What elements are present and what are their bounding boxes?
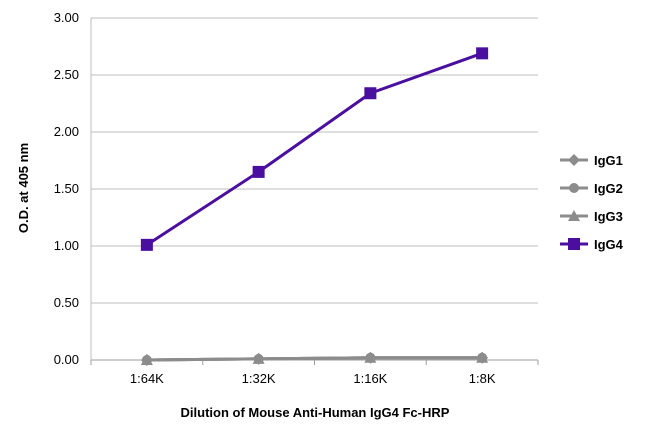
legend-item: IgG1 [560,153,623,168]
legend-label: IgG3 [594,209,623,224]
y-tick-label: 1.50 [54,181,79,196]
legend-item: IgG3 [560,209,623,224]
gridlines [91,17,538,304]
x-tick-label: 1:64K [130,371,164,386]
series-line [146,51,483,247]
data-point [140,354,153,365]
legend-item: IgG4 [560,237,624,252]
legend-label: IgG4 [594,237,624,252]
legend-label: IgG1 [594,153,623,168]
legend-marker [568,210,580,221]
data-point [364,87,377,100]
data-point [252,165,265,178]
x-tick-label: 1:32K [242,371,276,386]
x-tick-label: 1:8K [469,371,496,386]
x-axis-title: Dilution of Mouse Anti-Human IgG4 Fc-HRP [181,405,450,420]
data-point [140,238,153,251]
y-tick-label: 2.50 [54,67,79,82]
legend: IgG1 IgG2 IgG3 IgG4 [560,153,624,252]
x-tick-labels: 1:64K 1:32K 1:16K 1:8K [130,371,496,386]
legend-marker [568,154,580,166]
y-tick-labels: 0.00 0.50 1.00 1.50 2.00 2.50 3.00 [54,10,79,367]
data-point [252,352,265,364]
axes [90,18,539,365]
legend-label: IgG2 [594,181,623,196]
series-igg3 [140,351,489,365]
y-axis-title: O.D. at 405 nm [16,143,31,233]
series-line [146,356,483,362]
y-tick-label: 0.00 [54,352,79,367]
data-point [364,351,377,363]
data-point [476,351,489,363]
y-tick-label: 1.00 [54,238,79,253]
y-tick-label: 2.00 [54,124,79,139]
legend-marker [569,183,579,193]
legend-item: IgG2 [560,181,623,196]
y-tick-label: 0.50 [54,295,79,310]
series-igg4 [140,47,489,251]
x-tick-label: 1:16K [353,371,387,386]
series-group [140,47,489,366]
legend-marker [568,238,580,250]
data-point [476,47,489,60]
y-tick-label: 3.00 [54,10,79,25]
